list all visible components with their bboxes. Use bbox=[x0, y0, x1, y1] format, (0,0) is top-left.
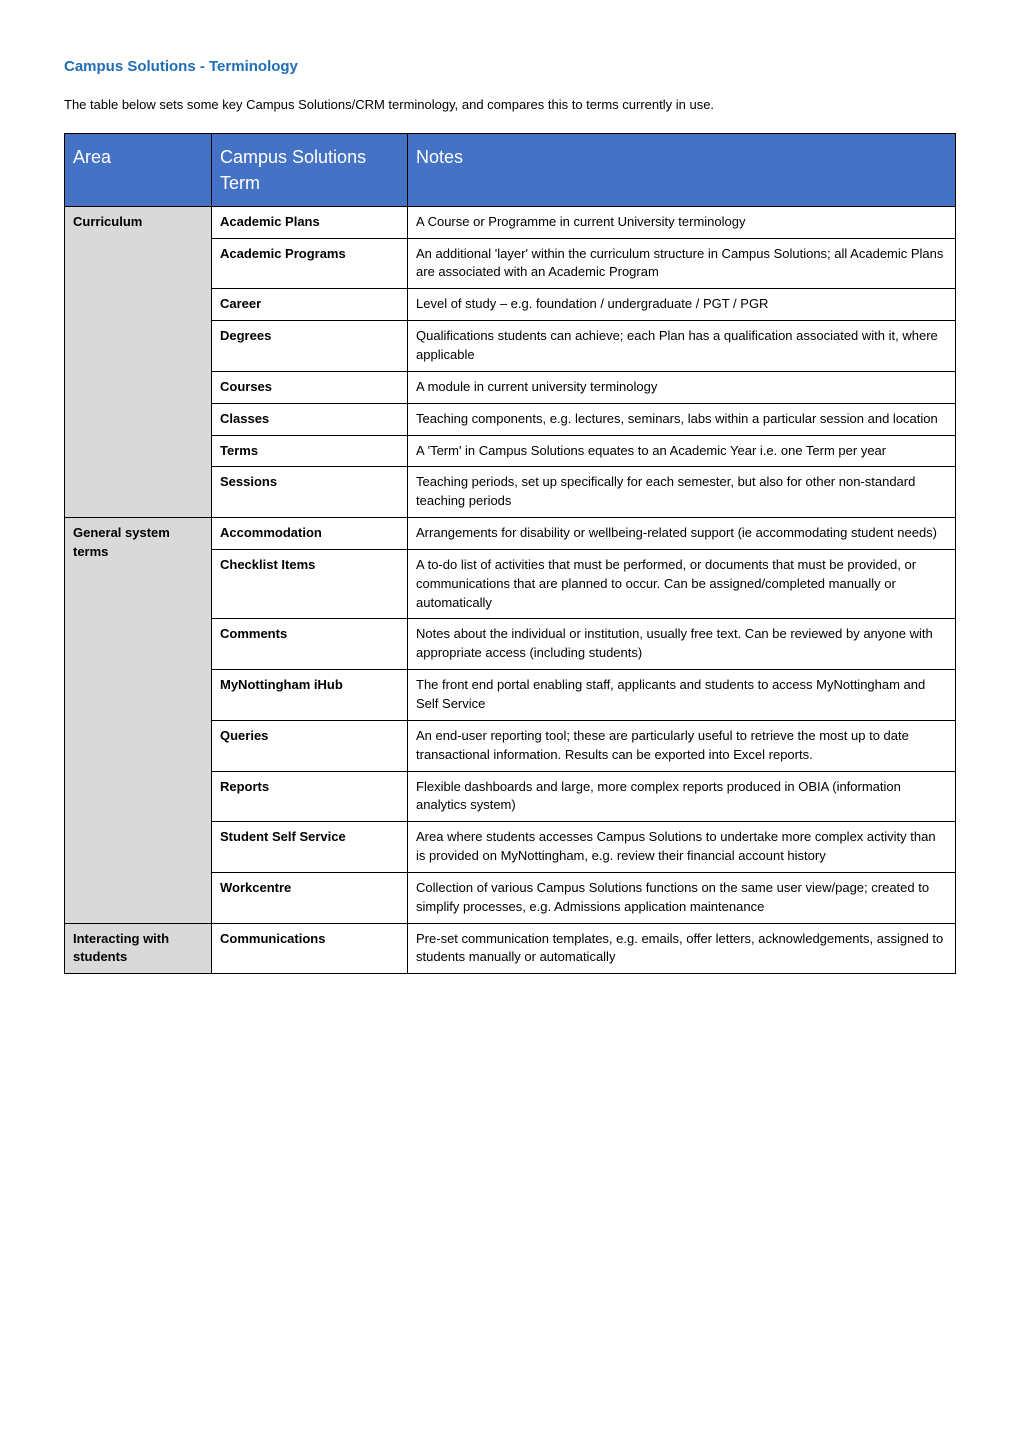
term-cell: Terms bbox=[212, 435, 408, 467]
term-cell: Degrees bbox=[212, 321, 408, 372]
notes-cell: A to-do list of activities that must be … bbox=[408, 549, 956, 619]
notes-cell: Arrangements for disability or wellbeing… bbox=[408, 518, 956, 550]
term-cell: MyNottingham iHub bbox=[212, 670, 408, 721]
col-header-term: Campus Solutions Term bbox=[212, 133, 408, 206]
term-cell: Career bbox=[212, 289, 408, 321]
term-cell: Reports bbox=[212, 771, 408, 822]
term-cell: Courses bbox=[212, 371, 408, 403]
area-cell: Interacting with students bbox=[65, 923, 212, 974]
table-row: CurriculumAcademic PlansA Course or Prog… bbox=[65, 206, 956, 238]
term-cell: Classes bbox=[212, 403, 408, 435]
notes-cell: A Course or Programme in current Univers… bbox=[408, 206, 956, 238]
notes-cell: Teaching components, e.g. lectures, semi… bbox=[408, 403, 956, 435]
notes-cell: Qualifications students can achieve; eac… bbox=[408, 321, 956, 372]
notes-cell: Notes about the individual or institutio… bbox=[408, 619, 956, 670]
term-cell: Academic Programs bbox=[212, 238, 408, 289]
table-row: Interacting with studentsCommunicationsP… bbox=[65, 923, 956, 974]
area-cell: General system terms bbox=[65, 518, 212, 924]
term-cell: Comments bbox=[212, 619, 408, 670]
term-cell: Workcentre bbox=[212, 872, 408, 923]
term-cell: Queries bbox=[212, 720, 408, 771]
col-header-notes: Notes bbox=[408, 133, 956, 206]
table-header-row: Area Campus Solutions Term Notes bbox=[65, 133, 956, 206]
term-cell: Sessions bbox=[212, 467, 408, 518]
term-cell: Communications bbox=[212, 923, 408, 974]
table-body: CurriculumAcademic PlansA Course or Prog… bbox=[65, 206, 956, 973]
term-cell: Academic Plans bbox=[212, 206, 408, 238]
col-header-area: Area bbox=[65, 133, 212, 206]
notes-cell: Collection of various Campus Solutions f… bbox=[408, 872, 956, 923]
term-cell: Student Self Service bbox=[212, 822, 408, 873]
notes-cell: Level of study – e.g. foundation / under… bbox=[408, 289, 956, 321]
notes-cell: Flexible dashboards and large, more comp… bbox=[408, 771, 956, 822]
notes-cell: A 'Term' in Campus Solutions equates to … bbox=[408, 435, 956, 467]
term-cell: Accommodation bbox=[212, 518, 408, 550]
term-cell: Checklist Items bbox=[212, 549, 408, 619]
intro-text: The table below sets some key Campus Sol… bbox=[64, 96, 956, 115]
terminology-table: Area Campus Solutions Term Notes Curricu… bbox=[64, 133, 956, 975]
notes-cell: Teaching periods, set up specifically fo… bbox=[408, 467, 956, 518]
notes-cell: Area where students accesses Campus Solu… bbox=[408, 822, 956, 873]
area-cell: Curriculum bbox=[65, 206, 212, 517]
notes-cell: Pre-set communication templates, e.g. em… bbox=[408, 923, 956, 974]
notes-cell: The front end portal enabling staff, app… bbox=[408, 670, 956, 721]
notes-cell: An end-user reporting tool; these are pa… bbox=[408, 720, 956, 771]
notes-cell: A module in current university terminolo… bbox=[408, 371, 956, 403]
table-row: General system termsAccommodationArrange… bbox=[65, 518, 956, 550]
notes-cell: An additional 'layer' within the curricu… bbox=[408, 238, 956, 289]
page-title: Campus Solutions - Terminology bbox=[64, 56, 956, 78]
